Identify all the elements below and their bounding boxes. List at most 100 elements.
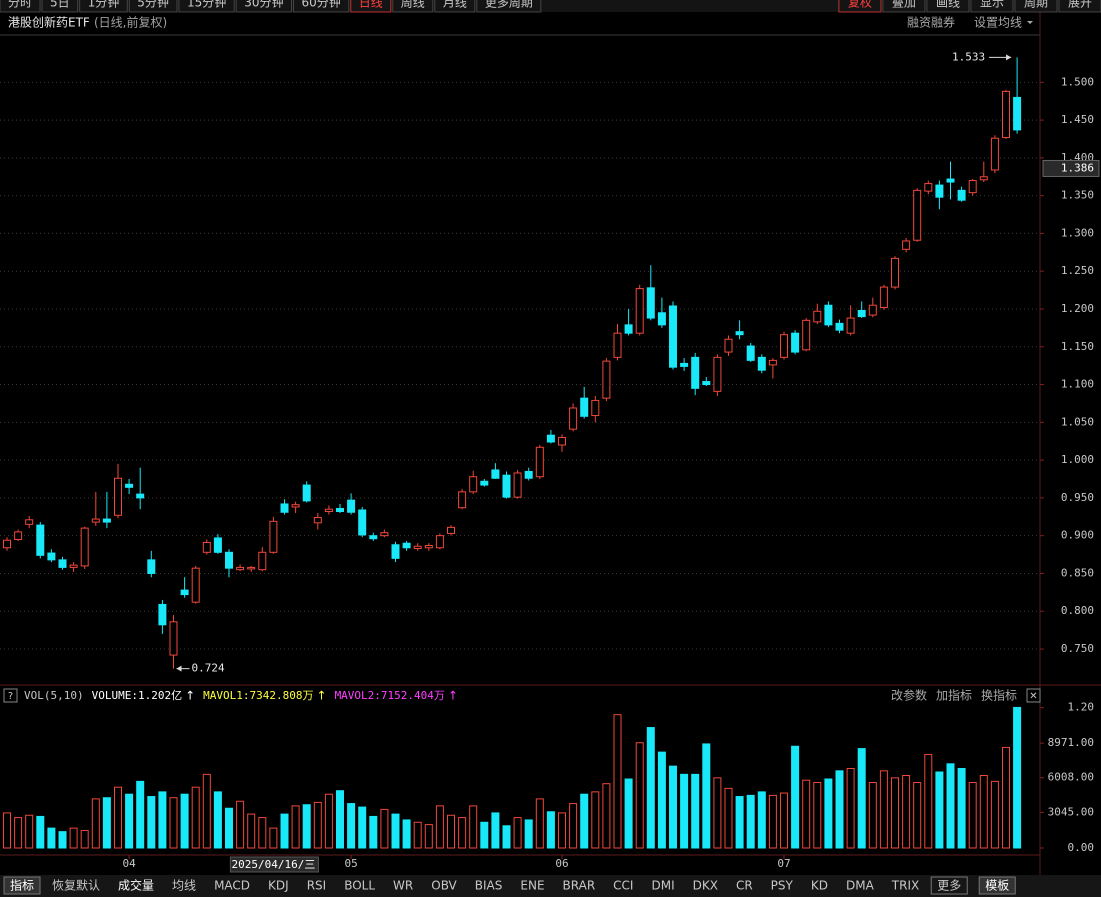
volume-bar	[369, 815, 378, 849]
bottom-tab-label[interactable]: CR	[736, 879, 753, 893]
bottom-tab-label[interactable]: 恢复默认	[52, 878, 100, 893]
toolbar-tool[interactable]	[1014, 0, 1058, 13]
indicator-tool[interactable]: 改参数	[891, 688, 927, 703]
candle-body	[125, 483, 134, 488]
bottom-tab-label[interactable]: DMI	[651, 879, 674, 893]
help-label[interactable]: ?	[8, 691, 13, 702]
bottom-tab-label[interactable]: DKX	[693, 879, 718, 893]
toolbar-tab-label[interactable]: 5分钟	[137, 0, 169, 10]
candle-body	[236, 566, 245, 571]
bottom-tab-label[interactable]: BRAR	[563, 879, 596, 893]
toolbar-tool[interactable]	[970, 0, 1014, 13]
volume-bar	[480, 821, 489, 849]
candle-body	[602, 360, 611, 399]
bottom-tab-label[interactable]: RSI	[307, 879, 327, 893]
toolbar-tab[interactable]	[0, 0, 41, 13]
toolbar-tab[interactable]	[293, 0, 350, 13]
toolbar-tab[interactable]	[178, 0, 235, 13]
toolbar-tool[interactable]	[1058, 0, 1101, 13]
bottom-tab-label[interactable]: BOLL	[344, 879, 375, 893]
candle-body	[591, 399, 600, 417]
toolbar-tool-label[interactable]: 展开	[1068, 0, 1092, 10]
indicator-value: MAVOL1:7342.808万	[203, 689, 313, 702]
bottom-tab-label[interactable]: KDJ	[268, 879, 289, 893]
toolbar-tab[interactable]	[434, 0, 476, 13]
bottom-tab-label[interactable]: 指标	[10, 878, 34, 893]
toolbar-tab-label[interactable]: 5日	[50, 0, 70, 10]
toolbar-tab[interactable]	[392, 0, 434, 13]
bottom-tab[interactable]	[3, 876, 41, 895]
indicator-trend: ↑	[317, 689, 327, 703]
toolbar-tab-label[interactable]: 日线	[359, 0, 383, 10]
volume-bar	[657, 751, 666, 849]
toolbar-tab-label[interactable]: 分时	[8, 0, 32, 10]
toolbar-tab[interactable]	[128, 0, 178, 13]
toolbar-tool[interactable]	[882, 0, 926, 13]
volume-bar	[302, 804, 311, 849]
toolbar-tab-label[interactable]: 月线	[443, 0, 467, 10]
candle-body	[924, 183, 933, 192]
bottom-tab-label[interactable]: PSY	[771, 879, 794, 893]
toolbar-tab[interactable]	[41, 0, 79, 13]
bottom-tab-label[interactable]: OBV	[431, 879, 457, 893]
volume-bar	[14, 817, 23, 849]
candle-body	[258, 551, 267, 571]
bottom-tab-label[interactable]: ENE	[520, 879, 544, 893]
toolbar-tool[interactable]	[926, 0, 970, 13]
candle-body	[802, 319, 811, 351]
candle-body	[546, 434, 555, 443]
candle-body	[180, 589, 189, 596]
toolbar-tab[interactable]	[235, 0, 292, 13]
bottom-tab-label[interactable]: 成交量	[118, 878, 154, 893]
bottom-tab-label[interactable]: 更多	[937, 879, 961, 893]
bottom-tab-label[interactable]: BIAS	[475, 879, 503, 893]
bottom-tab-label[interactable]: TRIX	[891, 879, 919, 893]
toolbar-tool-label[interactable]: 显示	[980, 0, 1004, 10]
toolbar-tab-label[interactable]: 15分钟	[187, 0, 226, 10]
toolbar-tool-label[interactable]: 叠加	[892, 0, 916, 10]
candle-body	[114, 477, 122, 516]
volume-bar	[313, 801, 322, 849]
candle-body	[80, 527, 89, 567]
help-button[interactable]	[3, 688, 18, 703]
bottom-tab-label[interactable]: WR	[393, 879, 413, 893]
toolbar-tab-label[interactable]: 更多周期	[485, 0, 533, 10]
toolbar-tab[interactable]	[476, 0, 542, 13]
bottom-tab-label[interactable]: CCI	[613, 879, 633, 893]
bottom-tab[interactable]	[978, 876, 1016, 895]
volume-bar	[391, 813, 400, 849]
toolbar-tab-label[interactable]: 60分钟	[302, 0, 341, 10]
toolbar-tool-label[interactable]: 复权	[848, 0, 872, 10]
volume-bar	[125, 793, 134, 849]
toolbar-tab[interactable]	[79, 0, 128, 13]
header-link[interactable]: 融资融券	[907, 15, 955, 30]
bottom-tab-label[interactable]: 均线	[172, 879, 196, 893]
toolbar-tab-label[interactable]: 周线	[401, 0, 425, 10]
candle-body	[358, 509, 367, 536]
toolbar-tool-label[interactable]: 周期	[1024, 0, 1048, 10]
close-label[interactable]: ✕	[1029, 691, 1037, 702]
toolbar-tab[interactable]	[350, 0, 392, 13]
close-button[interactable]	[1026, 688, 1041, 703]
bottom-tab-label[interactable]: KD	[811, 879, 828, 893]
volume-bar	[524, 819, 533, 849]
toolbar-tool-label[interactable]: 画线	[936, 0, 960, 10]
cursor-date: 2025/04/16/三	[231, 858, 315, 871]
volume-bar	[846, 767, 855, 849]
toolbar-tab-label[interactable]: 30分钟	[244, 0, 283, 10]
volume-bar	[768, 794, 777, 849]
candle-body	[879, 286, 888, 308]
y-tick-label: 0.950	[1061, 491, 1094, 504]
candle-body	[735, 331, 744, 336]
bottom-tab-label[interactable]: MACD	[214, 879, 250, 893]
bottom-tab-label[interactable]: 模板	[985, 879, 1009, 893]
toolbar-tab-label[interactable]: 1分钟	[88, 0, 120, 10]
indicator-tool[interactable]: 换指标	[981, 688, 1017, 703]
bottom-tab[interactable]	[930, 876, 968, 895]
indicator-tool[interactable]: 加指标	[936, 688, 972, 703]
bottom-tab-label[interactable]: DMA	[846, 879, 875, 893]
toolbar-tool[interactable]	[838, 0, 882, 13]
header-link[interactable]: 设置均线	[974, 16, 1022, 30]
candle-body	[58, 559, 67, 568]
